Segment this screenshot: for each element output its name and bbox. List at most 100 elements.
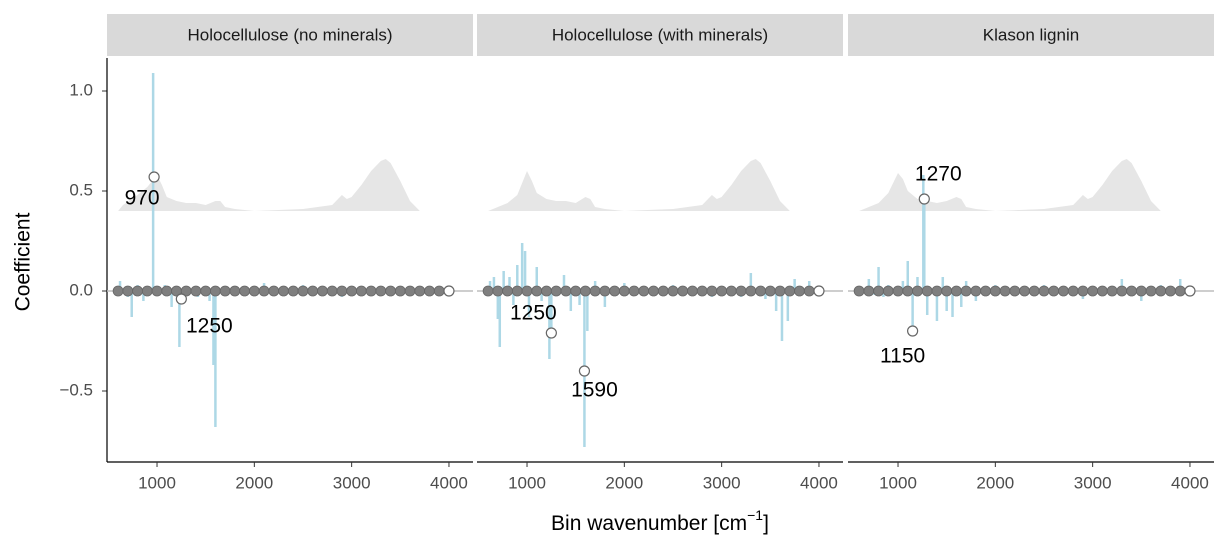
bin-point xyxy=(648,285,659,297)
x-axis-label-end: ] xyxy=(763,512,769,535)
x-axis-label-main: Bin wavenumber [cm xyxy=(551,512,747,535)
x-tick-label: 4000 xyxy=(800,473,838,492)
bin-point xyxy=(161,285,173,297)
bin-point xyxy=(1038,285,1050,297)
bin-point xyxy=(297,285,309,297)
bin-point xyxy=(1096,285,1108,297)
strip xyxy=(848,14,1214,56)
bin-point xyxy=(424,285,435,297)
x-tick-label: 1000 xyxy=(508,473,546,492)
bin-point xyxy=(912,285,923,297)
bin-point xyxy=(1135,285,1147,297)
bin-point xyxy=(628,285,640,297)
x-tick-label: 1000 xyxy=(879,473,917,492)
bin-point xyxy=(355,285,367,297)
bin-point xyxy=(258,285,270,297)
highlight-label: 970 xyxy=(125,187,160,210)
bin-point xyxy=(589,285,601,297)
bin-point xyxy=(853,285,865,297)
panel-title: Klason lignin xyxy=(983,25,1079,44)
panel-title: Holocellulose (no minerals) xyxy=(187,25,392,44)
highlight-point xyxy=(1184,285,1196,297)
bin-point xyxy=(638,285,650,297)
highlight-label: 1250 xyxy=(510,302,557,325)
bin-point xyxy=(248,285,260,297)
bin-point xyxy=(696,285,708,297)
highlight-label: 1250 xyxy=(186,315,233,338)
bin-point xyxy=(580,285,591,297)
highlight-label: 1150 xyxy=(880,345,925,368)
bin-point xyxy=(239,285,251,297)
bin-point xyxy=(278,285,289,297)
bin-point xyxy=(774,285,786,297)
x-tick-label: 3000 xyxy=(703,473,741,492)
bin-point xyxy=(755,285,766,297)
y-axis-label: Coefficient xyxy=(12,212,35,311)
bin-point xyxy=(492,285,504,297)
bin-point xyxy=(764,285,776,297)
bin-point xyxy=(1145,285,1157,297)
bin-point xyxy=(365,285,377,297)
bin-point xyxy=(210,285,221,297)
x-tick-label: 3000 xyxy=(333,473,371,492)
bin-point xyxy=(521,285,533,297)
bin-point xyxy=(960,285,972,297)
highlight-point xyxy=(443,285,455,297)
bin-point xyxy=(219,285,231,297)
bin-point xyxy=(667,285,679,297)
bin-point xyxy=(599,285,611,297)
bin-point xyxy=(394,285,406,297)
bin-point xyxy=(941,285,953,297)
bin-point xyxy=(307,285,319,297)
bin-point xyxy=(1126,285,1137,297)
highlight-point xyxy=(813,285,825,297)
spectrum-area xyxy=(859,159,1161,211)
bin-point xyxy=(268,285,280,297)
bin-point xyxy=(989,285,1001,297)
bin-point xyxy=(482,285,494,297)
highlight-label: 1270 xyxy=(915,163,962,186)
bin-point xyxy=(151,285,163,297)
bin-point xyxy=(1155,285,1167,297)
bin-point xyxy=(229,285,241,297)
highlight-point xyxy=(148,171,160,183)
bin-point xyxy=(541,285,552,297)
bin-point xyxy=(892,285,904,297)
bin-point xyxy=(873,285,884,297)
bin-point xyxy=(414,285,426,297)
bin-point xyxy=(970,285,982,297)
x-axis-label: Bin wavenumber [cm−1] xyxy=(551,507,769,535)
bin-point xyxy=(141,285,153,297)
bin-point xyxy=(882,285,894,297)
bin-point xyxy=(531,285,543,297)
bin-point xyxy=(385,285,396,297)
x-tick-label: 1000 xyxy=(138,473,176,492)
bin-point xyxy=(1058,285,1069,297)
bin-point xyxy=(326,285,338,297)
x-tick-label: 3000 xyxy=(1074,473,1112,492)
bin-point xyxy=(999,285,1011,297)
highlight-point xyxy=(175,293,187,305)
bin-point xyxy=(902,285,914,297)
x-tick-label: 4000 xyxy=(1171,473,1209,492)
bin-point xyxy=(1087,285,1099,297)
bin-point xyxy=(1019,285,1030,297)
bin-point xyxy=(921,285,933,297)
bin-point xyxy=(951,285,962,297)
bin-point xyxy=(716,285,728,297)
x-tick-label: 2000 xyxy=(976,473,1014,492)
bin-point xyxy=(1106,285,1118,297)
bin-point xyxy=(794,285,805,297)
bin-point xyxy=(784,285,796,297)
bin-point xyxy=(931,285,943,297)
bin-point xyxy=(980,285,992,297)
bin-point xyxy=(336,285,348,297)
highlight-point xyxy=(918,193,930,205)
bin-point xyxy=(1028,285,1040,297)
spectrum-area xyxy=(118,159,420,211)
bin-point xyxy=(863,285,875,297)
bin-point xyxy=(609,285,621,297)
bin-point xyxy=(200,285,212,297)
bin-point xyxy=(803,285,815,297)
